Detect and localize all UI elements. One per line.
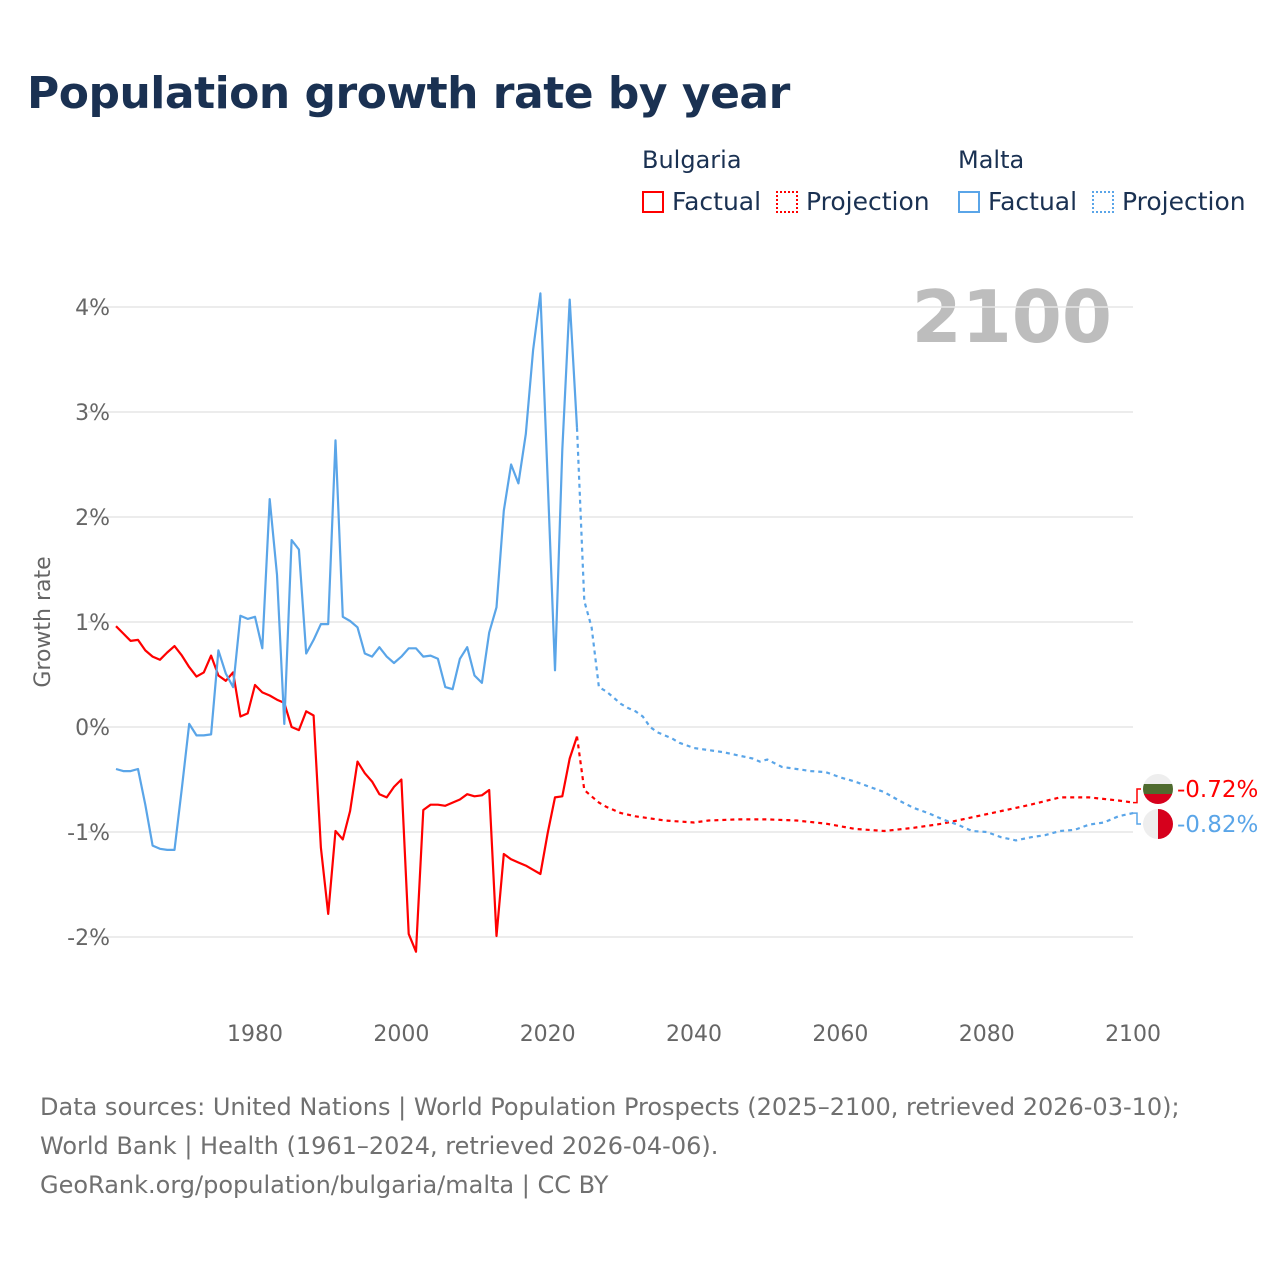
legend-bulgaria-projection[interactable]: Projection xyxy=(776,187,930,216)
legend-group-bulgaria: Bulgaria xyxy=(642,146,742,174)
x-tick-label: 1980 xyxy=(227,1022,283,1047)
footer: Data sources: United Nations | World Pop… xyxy=(40,1088,1240,1205)
y-tick-label: 2% xyxy=(75,506,110,531)
line-chart: 2100 -2% -1% 0% 1% 2% 3% 4% 1980 2000 2020 2040 206… xyxy=(31,275,1258,1047)
x-tick-label: 2040 xyxy=(666,1022,722,1047)
series-line-malta-factual xyxy=(115,292,579,852)
legend-malta-factual[interactable]: Factual xyxy=(958,187,1077,216)
series-line-bulgaria-factual xyxy=(115,625,579,953)
current-year-label: 2100 xyxy=(912,275,1112,359)
legend-swatch xyxy=(776,190,798,213)
legend-bulgaria-factual[interactable]: Factual xyxy=(642,187,761,216)
data-sources: Data sources: United Nations | World Pop… xyxy=(40,1093,1180,1160)
series-line-bulgaria-projection xyxy=(575,736,1134,833)
y-tick-label: 3% xyxy=(75,401,110,426)
source-url[interactable]: GeoRank.org/population/bulgaria/malta | … xyxy=(40,1171,609,1199)
series-line-malta-projection xyxy=(575,427,1134,842)
y-tick-label: 4% xyxy=(75,296,110,321)
legend-label: Factual xyxy=(988,187,1078,216)
legend-label: Projection xyxy=(806,187,930,216)
legend-malta-projection[interactable]: Projection xyxy=(1092,187,1246,216)
end-value-label: -0.72% xyxy=(1177,777,1258,803)
legend-label: Projection xyxy=(1122,187,1246,216)
end-value-label: -0.82% xyxy=(1177,812,1258,838)
legend-swatch xyxy=(642,190,664,213)
y-tick-label: 1% xyxy=(75,611,110,636)
y-tick-label: 0% xyxy=(75,716,110,741)
chart-title: Population growth rate by year xyxy=(27,68,790,119)
x-tick-label: 2000 xyxy=(373,1022,429,1047)
end-label-connector xyxy=(1133,812,1141,825)
y-tick-label: -2% xyxy=(67,926,110,951)
bulgaria-flag-icon xyxy=(1143,774,1173,804)
x-tick-label: 2020 xyxy=(520,1022,576,1047)
legend-group-malta: Malta xyxy=(958,146,1025,174)
x-tick-label: 2060 xyxy=(812,1022,868,1047)
end-label-connector xyxy=(1133,788,1141,804)
x-tick-label: 2080 xyxy=(959,1022,1015,1047)
legend-swatch xyxy=(958,190,980,213)
y-tick-label: -1% xyxy=(67,821,110,846)
malta-flag-icon xyxy=(1143,809,1173,839)
legend-swatch xyxy=(1092,190,1114,213)
x-tick-label: 2100 xyxy=(1105,1022,1161,1047)
legend-label: Factual xyxy=(672,187,762,216)
y-axis-label: Growth rate xyxy=(31,556,56,687)
